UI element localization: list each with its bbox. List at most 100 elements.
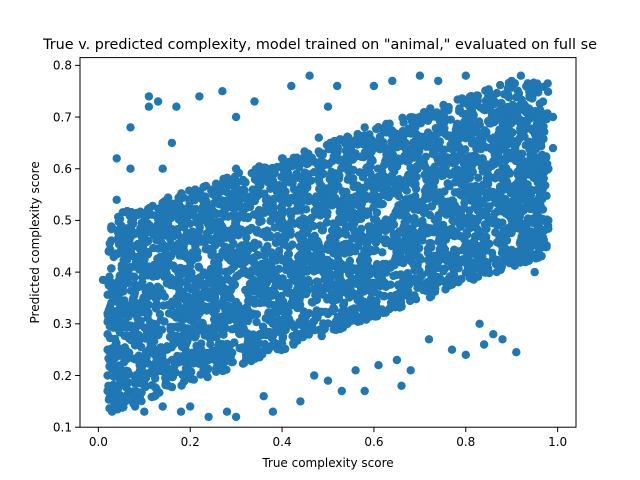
- plot-area-frame: [79, 57, 577, 428]
- scatter-point: [308, 317, 318, 326]
- scatter-point: [127, 305, 136, 314]
- scatter-point: [202, 229, 212, 238]
- scatter-point: [124, 252, 134, 261]
- scatter-point: [528, 94, 537, 103]
- scatter-point: [207, 277, 216, 286]
- scatter-point: [229, 281, 239, 290]
- scatter-point: [300, 324, 309, 333]
- scatter-point: [163, 242, 172, 251]
- scatter-point: [356, 152, 366, 161]
- y-tick-label: 0.8: [53, 59, 72, 73]
- scatter-point: [263, 258, 273, 267]
- scatter-point: [231, 216, 240, 225]
- scatter-point: [366, 287, 376, 297]
- scatter-point: [374, 305, 383, 314]
- scatter-point: [221, 310, 230, 319]
- scatter-point: [517, 194, 526, 204]
- scatter-point: [343, 266, 353, 275]
- scatter-point: [240, 177, 250, 187]
- scatter-point: [259, 392, 268, 401]
- scatter-point: [472, 91, 482, 100]
- scatter-point: [454, 188, 463, 197]
- scatter-point: [465, 221, 475, 230]
- scatter-point: [288, 162, 297, 171]
- scatter-point: [107, 352, 117, 361]
- scatter-point: [411, 184, 421, 194]
- scatter-point: [105, 239, 114, 248]
- scatter-point: [258, 322, 268, 331]
- scatter-point: [244, 290, 253, 299]
- scatter-point: [189, 235, 198, 244]
- scatter-point: [356, 194, 365, 203]
- scatter-point: [147, 381, 157, 390]
- scatter-point: [303, 177, 312, 186]
- scatter-point: [166, 326, 175, 335]
- scatter-point: [489, 330, 498, 339]
- scatter-point: [162, 254, 172, 263]
- scatter-point: [318, 226, 327, 235]
- scatter-point: [350, 264, 359, 273]
- scatter-point: [161, 373, 170, 382]
- scatter-point: [542, 164, 551, 173]
- scatter-point: [249, 253, 258, 262]
- scatter-point: [301, 194, 310, 203]
- scatter-point: [298, 238, 308, 247]
- scatter-point: [462, 228, 471, 237]
- scatter-point: [366, 226, 376, 235]
- scatter-point: [339, 300, 348, 309]
- scatter-point: [229, 239, 238, 248]
- scatter-point: [342, 135, 351, 144]
- scatter-point: [153, 329, 163, 339]
- scatter-point: [271, 322, 281, 331]
- scatter-point: [278, 154, 287, 163]
- scatter-point: [112, 154, 121, 163]
- scatter-point: [390, 261, 399, 270]
- scatter-point: [207, 251, 216, 260]
- scatter-point: [240, 213, 249, 222]
- scatter-point: [539, 183, 548, 192]
- scatter-point: [313, 288, 322, 297]
- scatter-point: [372, 208, 382, 217]
- scatter-point: [381, 239, 390, 248]
- scatter-point: [525, 231, 534, 241]
- scatter-point: [350, 182, 359, 191]
- scatter-point: [138, 278, 147, 287]
- scatter-point: [313, 278, 323, 287]
- scatter-point: [210, 321, 219, 331]
- scatter-point: [333, 324, 343, 333]
- scatter-point: [516, 256, 525, 265]
- scatter-point: [435, 235, 444, 244]
- scatter-point: [388, 76, 397, 86]
- scatter-point: [243, 196, 252, 205]
- scatter-point: [329, 152, 338, 161]
- scatter-point: [197, 318, 207, 328]
- scatter-point: [498, 218, 507, 227]
- scatter-point: [112, 368, 121, 377]
- scatter-point: [348, 234, 357, 243]
- scatter-point: [378, 248, 387, 257]
- scatter-point: [366, 176, 375, 185]
- scatter-point: [346, 205, 355, 215]
- scatter-point: [250, 97, 259, 106]
- scatter-point: [147, 330, 156, 339]
- scatter-point: [522, 157, 531, 166]
- scatter-point: [394, 182, 403, 191]
- scatter-point: [206, 340, 215, 349]
- scatter-point: [334, 245, 343, 254]
- scatter-point: [126, 232, 135, 241]
- scatter-point: [420, 160, 429, 169]
- scatter-point: [200, 331, 209, 340]
- scatter-point: [516, 236, 525, 246]
- scatter-point: [192, 327, 202, 336]
- scatter-point: [450, 178, 460, 187]
- scatter-point: [374, 269, 384, 279]
- scatter-point: [281, 265, 291, 275]
- scatter-point: [287, 81, 296, 91]
- scatter-point: [463, 250, 472, 260]
- scatter-point: [454, 205, 464, 214]
- scatter-point: [292, 153, 302, 162]
- scatter-point: [321, 307, 330, 317]
- scatter-point: [278, 161, 287, 170]
- scatter-point: [479, 340, 489, 349]
